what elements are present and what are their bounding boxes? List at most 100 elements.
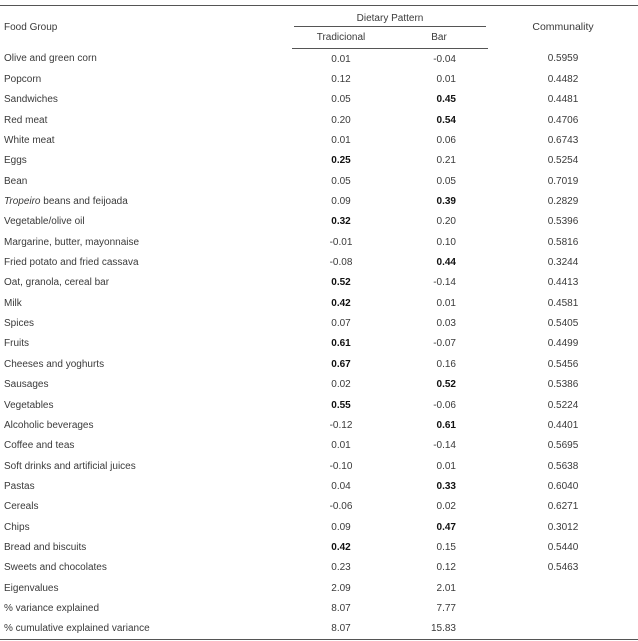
tradicional-loading: 0.05 — [331, 175, 351, 187]
bar-loading: 0.10 — [436, 236, 456, 248]
communality-value: 0.5405 — [547, 318, 579, 330]
bar-loading: 0.12 — [436, 562, 456, 574]
communality-value: 0.5638 — [547, 460, 579, 472]
communality-value: 0.5440 — [547, 541, 579, 553]
food-group-cell: Margarine, butter, mayonnaise — [0, 232, 292, 252]
food-group-cell: % cumulative explained variance — [0, 618, 292, 640]
food-group-label: Eigenvalues — [4, 582, 59, 594]
food-group-cell: Olive and green corn — [0, 49, 292, 70]
tradicional-loading: -0.10 — [329, 460, 353, 472]
table-row: Coffee and teas 0.01 -0.14 0.5695 — [0, 436, 638, 456]
food-group-label: Cereals — [4, 501, 39, 513]
tradicional-loading: 0.55 — [331, 399, 351, 411]
food-group-label: Eggs — [4, 155, 27, 167]
food-group-label: Spices — [4, 318, 35, 330]
food-group-cell: Fruits — [0, 334, 292, 354]
bar-loading: 0.16 — [436, 358, 456, 370]
table-row: Eggs 0.25 0.21 0.5254 — [0, 151, 638, 171]
bar-loading: 0.05 — [436, 175, 456, 187]
table-row: Tropeiro beans and feijoada 0.09 0.39 0.282… — [0, 191, 638, 211]
bar-loading: 0.39 — [436, 196, 456, 208]
bar-loading: -0.14 — [433, 440, 456, 452]
food-group-cell: Eggs — [0, 151, 292, 171]
food-group-cell: Chips — [0, 517, 292, 537]
tradicional-loading: 8.07 — [331, 602, 351, 614]
bar-loading: 2.01 — [436, 582, 456, 594]
tradicional-loading: 0.20 — [331, 114, 351, 126]
food-group-label: Fruits — [4, 338, 29, 350]
food-group-cell: Sandwiches — [0, 90, 292, 110]
tradicional-loading: -0.12 — [329, 419, 353, 431]
table-row: Red meat 0.20 0.54 0.4706 — [0, 110, 638, 130]
bar-loading: -0.04 — [433, 53, 456, 65]
communality-value: 0.5224 — [547, 399, 579, 411]
bar-loading: -0.06 — [433, 399, 456, 411]
food-group-label: Cheeses and yoghurts — [4, 358, 105, 370]
tradicional-loading: -0.08 — [329, 257, 353, 269]
communality-value: 0.5456 — [547, 358, 579, 370]
food-group-cell: Cheeses and yoghurts — [0, 354, 292, 374]
food-group-label: Alcoholic beverages — [4, 419, 94, 431]
communality-value: 0.3244 — [547, 257, 579, 269]
food-group-cell: Red meat — [0, 110, 292, 130]
bar-loading: 7.77 — [436, 602, 456, 614]
table-row: Cereals -0.06 0.02 0.6271 — [0, 497, 638, 517]
bar-loading: 0.44 — [436, 257, 456, 269]
tradicional-loading: 0.07 — [331, 318, 351, 330]
communality-value: 0.6743 — [547, 135, 579, 147]
food-group-label: % variance explained — [4, 602, 100, 614]
tradicional-loading: 2.09 — [331, 582, 351, 594]
tradicional-loading: 0.04 — [331, 480, 351, 492]
food-group-label: Bread and biscuits — [4, 541, 87, 553]
food-group-cell: Oat, granola, cereal bar — [0, 273, 292, 293]
bar-loading: 0.01 — [436, 460, 456, 472]
table-row: Bean 0.05 0.05 0.7019 — [0, 171, 638, 191]
table-row: Pastas 0.04 0.33 0.6040 — [0, 476, 638, 496]
communality-value: 0.4706 — [547, 114, 579, 126]
bar-header: Bar — [390, 27, 488, 49]
bar-loading: 0.02 — [436, 501, 456, 513]
food-group-label: Bean — [4, 175, 28, 187]
communality-value: 0.4581 — [547, 297, 579, 309]
communality-value: 0.5816 — [547, 236, 579, 248]
food-group-cell: Pastas — [0, 476, 292, 496]
food-group-label: Sweets and chocolates — [4, 562, 107, 574]
communality-value: 0.4481 — [547, 94, 579, 106]
table-row: Popcorn 0.12 0.01 0.4482 — [0, 69, 638, 89]
communality-value: 0.4482 — [547, 74, 579, 86]
bar-loading: 0.03 — [436, 318, 456, 330]
food-group-label: Margarine, butter, mayonnaise — [4, 236, 140, 248]
table-row: White meat 0.01 0.06 0.6743 — [0, 130, 638, 150]
table-row: Soft drinks and artificial juices -0.10 0.… — [0, 456, 638, 476]
food-group-label: Red meat — [4, 114, 48, 126]
communality-value: 0.5396 — [547, 216, 579, 228]
tradicional-loading: 8.07 — [292, 618, 390, 640]
food-group-cell: Cereals — [0, 497, 292, 517]
food-group-cell: Eigenvalues — [0, 578, 292, 598]
tradicional-loading: -0.06 — [329, 501, 353, 513]
tradicional-loading: 0.23 — [331, 562, 351, 574]
tradicional-loading: 0.09 — [331, 521, 351, 533]
food-group-cell: Coffee and teas — [0, 436, 292, 456]
tradicional-loading: 0.09 — [331, 196, 351, 208]
table-row: Eigenvalues 2.09 2.01 — [0, 578, 638, 598]
dietary-pattern-table: Food Group Dietary Pattern Communality T… — [0, 5, 638, 640]
table-row: Sausages 0.02 0.52 0.5386 — [0, 375, 638, 395]
table-row: Sandwiches 0.05 0.45 0.4481 — [0, 90, 638, 110]
communality-value: 0.5695 — [547, 440, 579, 452]
communality-value: 0.2829 — [547, 196, 579, 208]
food-group-cell: White meat — [0, 130, 292, 150]
tradicional-header: Tradicional — [292, 27, 390, 49]
bar-loading: 0.20 — [436, 216, 456, 228]
communality-value: 0.5463 — [547, 562, 579, 574]
food-group-label: Sandwiches — [4, 94, 58, 106]
table-row: Oat, granola, cereal bar 0.52 -0.14 0.4413 — [0, 273, 638, 293]
food-group-label: Chips — [4, 521, 30, 533]
table-row: Alcoholic beverages -0.12 0.61 0.4401 — [0, 415, 638, 435]
food-group-cell: Sweets and chocolates — [0, 558, 292, 578]
communality-header: Communality — [488, 5, 638, 49]
food-group-label: Fried potato and fried cassava — [4, 257, 139, 269]
tradicional-loading: 0.05 — [331, 94, 351, 106]
food-group-label: Olive and green corn — [4, 53, 97, 65]
